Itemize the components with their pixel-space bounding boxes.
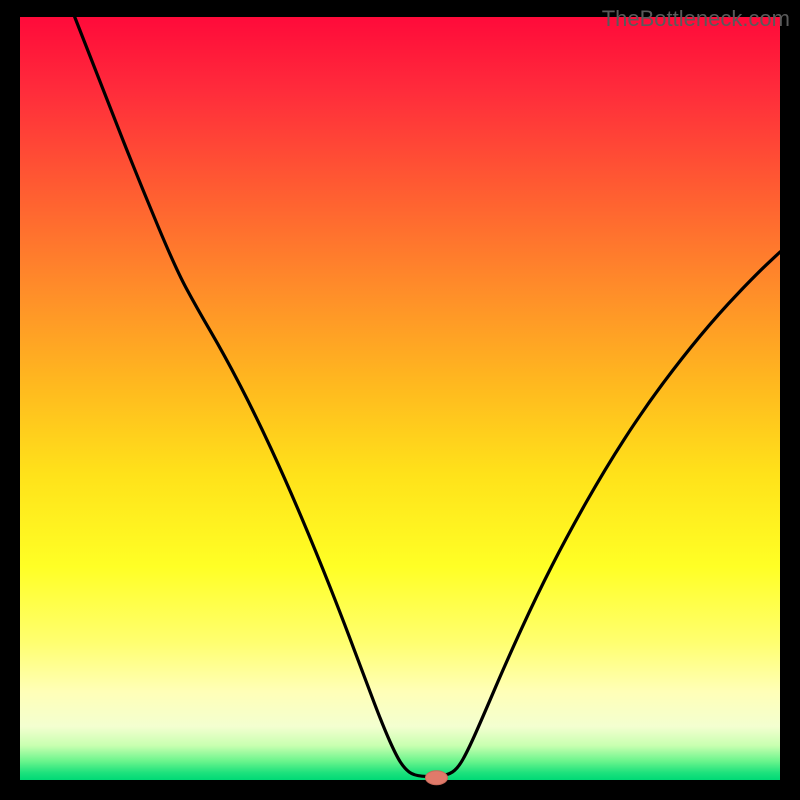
bottleneck-chart bbox=[0, 0, 800, 800]
trough-marker bbox=[425, 771, 447, 785]
plot-background bbox=[20, 17, 780, 780]
chart-container: TheBottleneck.com bbox=[0, 0, 800, 800]
